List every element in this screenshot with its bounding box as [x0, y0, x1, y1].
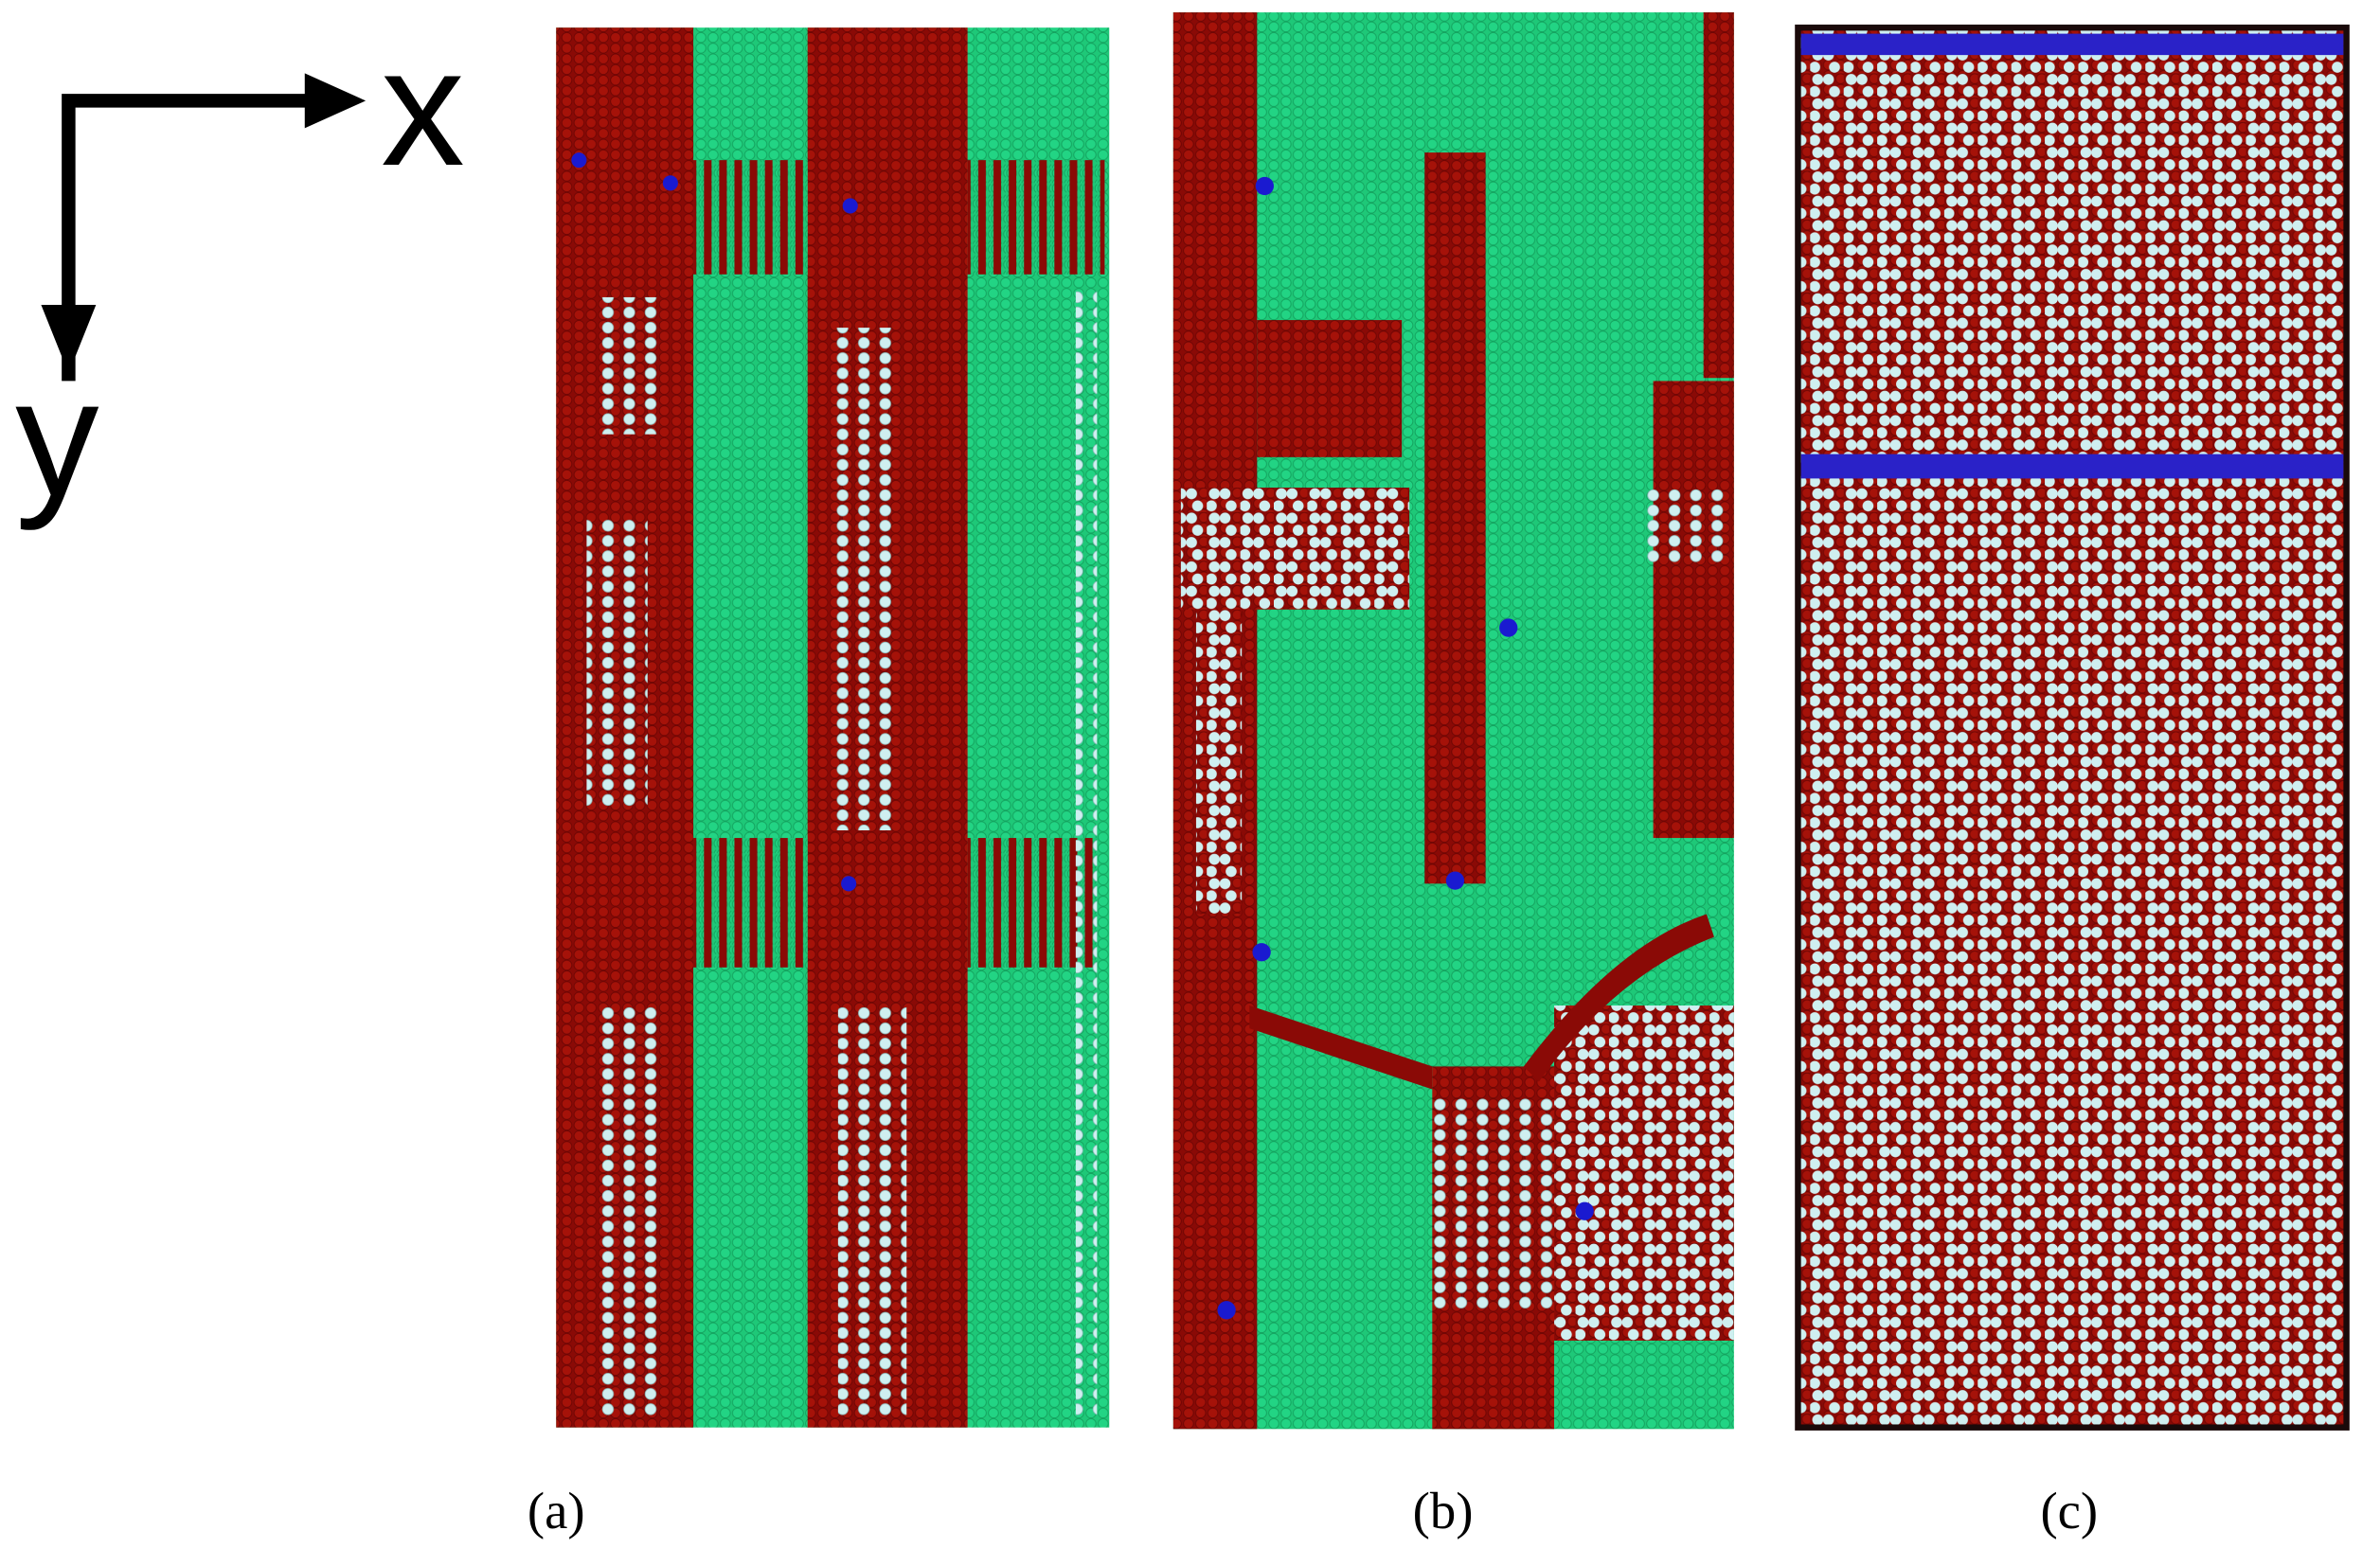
panel-label: (c) [2040, 1482, 2098, 1539]
panel-label: (a) [528, 1482, 585, 1539]
x-axis-label: x [381, 13, 464, 201]
axes-indicator: x y [15, 13, 465, 531]
panel-c-image [1795, 24, 2350, 1431]
panel-a-image [556, 27, 1110, 1428]
panel-b-image [1172, 12, 1734, 1430]
y-axis-label: y [15, 344, 99, 531]
panel-label: (b) [1413, 1482, 1474, 1539]
